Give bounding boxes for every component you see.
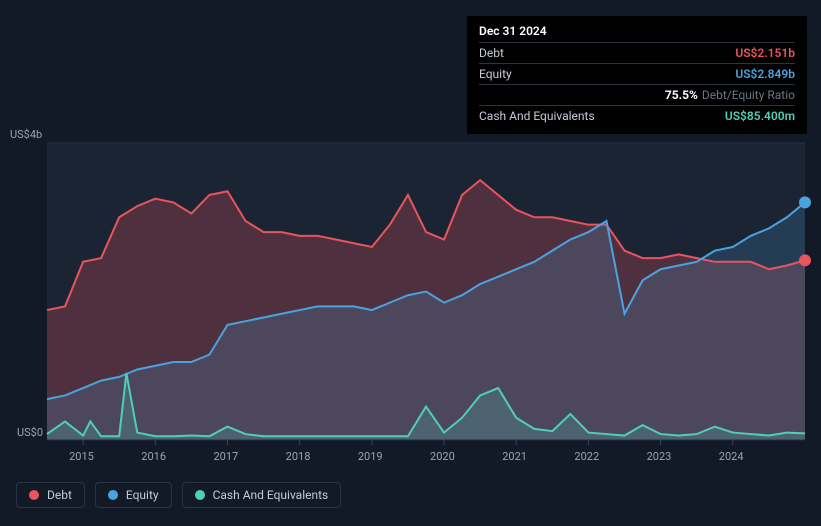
legend: Debt Equity Cash And Equivalents [16,482,341,508]
series-end-dot [799,196,811,208]
xaxis-tick-label: 2022 [574,450,599,463]
legend-item[interactable]: Debt [16,482,85,508]
tooltip-row-value: US$2.849b [735,67,795,81]
legend-dot-icon [195,490,205,500]
tooltip-row-label: Debt [479,46,524,60]
tooltip-row: Equity US$2.849b [479,63,795,84]
legend-dot-icon [29,490,39,500]
legend-dot-icon [108,490,118,500]
tooltip-row-label: Equity [479,67,532,81]
xaxis-tick-label: 2019 [358,450,383,463]
legend-label: Cash And Equivalents [213,488,329,502]
ratio-value: 75.5% [665,88,698,102]
legend-item[interactable]: Equity [95,482,172,508]
ratio-label: Debt/Equity Ratio [702,88,795,102]
xaxis-tick-label: 2020 [430,450,455,463]
legend-item[interactable]: Cash And Equivalents [182,482,342,508]
tooltip-row-label: Cash And Equivalents [479,109,615,123]
xaxis-tick-label: 2015 [69,450,94,463]
xaxis-labels: 2015 2016 2017 2018 2019 2020 2021 2022 2023 2024 [47,450,805,464]
xaxis-tick-label: 2024 [719,450,744,463]
tooltip-row: Cash And Equivalents US$85.400m [479,105,795,126]
xaxis-tick-label: 2021 [502,450,527,463]
tooltip-row-value: US$85.400m [725,109,795,123]
xaxis-tick-label: 2016 [141,450,166,463]
tooltip-row-value: US$2.151b [735,46,795,60]
legend-label: Equity [126,488,159,502]
tooltip-row: 75.5% Debt/Equity Ratio [479,84,795,105]
xaxis-tick-label: 2018 [286,450,311,463]
xaxis-tick-label: 2023 [647,450,672,463]
tooltip-box: Dec 31 2024 Debt US$2.151b Equity US$2.849b… [467,16,807,134]
series-end-dot [799,254,811,266]
xaxis-tick-label: 2017 [213,450,238,463]
tooltip-row: Debt US$2.151b [479,42,795,63]
tooltip-date: Dec 31 2024 [479,24,795,38]
legend-label: Debt [47,488,72,502]
tooltip-row-label [479,88,499,102]
